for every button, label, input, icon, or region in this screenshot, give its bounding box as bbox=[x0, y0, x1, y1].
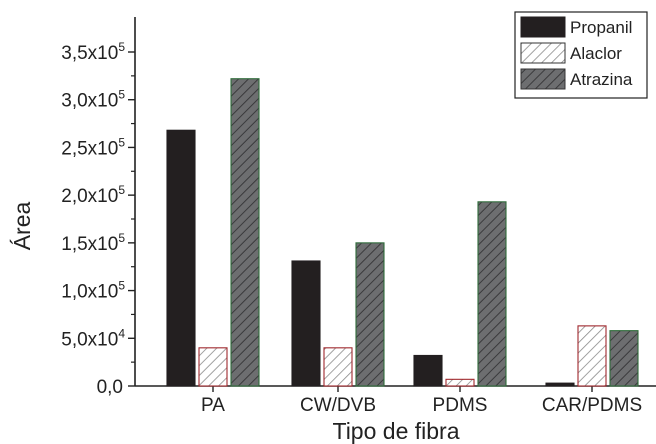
y-tick-mantissa: 3,0x10 bbox=[61, 91, 118, 112]
y-tick-exponent: 4 bbox=[118, 326, 125, 340]
y-tick-mantissa: 1,0x10 bbox=[61, 282, 118, 303]
x-axis-ticks: PA CW/DVB PDMS CAR/PDMS bbox=[201, 386, 642, 416]
x-tick-label: PDMS bbox=[433, 395, 488, 416]
legend-label-atrazina: Atrazina bbox=[570, 70, 633, 89]
y-tick-exponent: 5 bbox=[118, 279, 125, 293]
bar-propanil bbox=[291, 260, 321, 387]
bar-propanil bbox=[545, 382, 575, 387]
x-axis-title: Tipo de fibra bbox=[333, 418, 460, 444]
y-tick-mantissa: 3,5x10 bbox=[61, 43, 118, 64]
x-tick-label: CW/DVB bbox=[300, 395, 376, 416]
x-tick-label: CAR/PDMS bbox=[542, 395, 642, 416]
bar-alaclor bbox=[577, 325, 607, 387]
y-tick-label: 2,0x105 bbox=[61, 183, 125, 207]
bar-alaclor bbox=[198, 347, 228, 387]
y-tick-mantissa: 2,5x10 bbox=[61, 138, 118, 159]
y-tick-label: 1,5x105 bbox=[61, 231, 125, 255]
legend-swatch-propanil bbox=[520, 16, 566, 38]
legend: Propanil Alaclor Atrazina bbox=[514, 11, 648, 99]
bar-alaclor bbox=[445, 378, 475, 387]
y-tick-exponent: 5 bbox=[118, 88, 125, 102]
y-tick-mantissa: 0,0 bbox=[97, 377, 123, 398]
y-axis-ticks: 0,05,0x1041,0x1051,5x1052,0x1052,5x1053,… bbox=[61, 40, 135, 398]
y-tick-exponent: 5 bbox=[118, 231, 125, 245]
legend-label-propanil: Propanil bbox=[570, 18, 632, 37]
bar-atrazina bbox=[230, 78, 260, 387]
legend-swatch-alaclor bbox=[520, 42, 566, 64]
y-tick-mantissa: 1,5x10 bbox=[61, 234, 118, 255]
y-tick-label: 3,5x105 bbox=[61, 40, 125, 64]
bars bbox=[166, 78, 639, 387]
y-tick-label: 0,0 bbox=[97, 377, 123, 398]
x-tick-label: PA bbox=[201, 395, 225, 416]
bar-atrazina bbox=[609, 330, 639, 387]
y-tick-exponent: 5 bbox=[118, 183, 125, 197]
legend-swatch-atrazina bbox=[520, 68, 566, 90]
bar-propanil bbox=[166, 129, 196, 387]
bar-propanil bbox=[413, 354, 443, 387]
y-tick-label: 1,0x105 bbox=[61, 279, 125, 303]
y-axis-title: Área bbox=[9, 202, 35, 251]
y-tick-exponent: 5 bbox=[118, 135, 125, 149]
y-tick-mantissa: 2,0x10 bbox=[61, 186, 118, 207]
bar-atrazina bbox=[477, 201, 507, 387]
y-tick-exponent: 5 bbox=[118, 40, 125, 54]
bar-atrazina bbox=[355, 242, 385, 387]
y-tick-label: 2,5x105 bbox=[61, 135, 125, 159]
plot-area: 0,05,0x1041,0x1051,5x1052,0x1052,5x1053,… bbox=[61, 17, 656, 416]
y-tick-mantissa: 5,0x10 bbox=[61, 329, 118, 350]
legend-label-alaclor: Alaclor bbox=[570, 44, 622, 63]
y-tick-label: 3,0x105 bbox=[61, 88, 125, 112]
y-tick-label: 5,0x104 bbox=[61, 326, 125, 350]
bar-alaclor bbox=[323, 347, 353, 387]
